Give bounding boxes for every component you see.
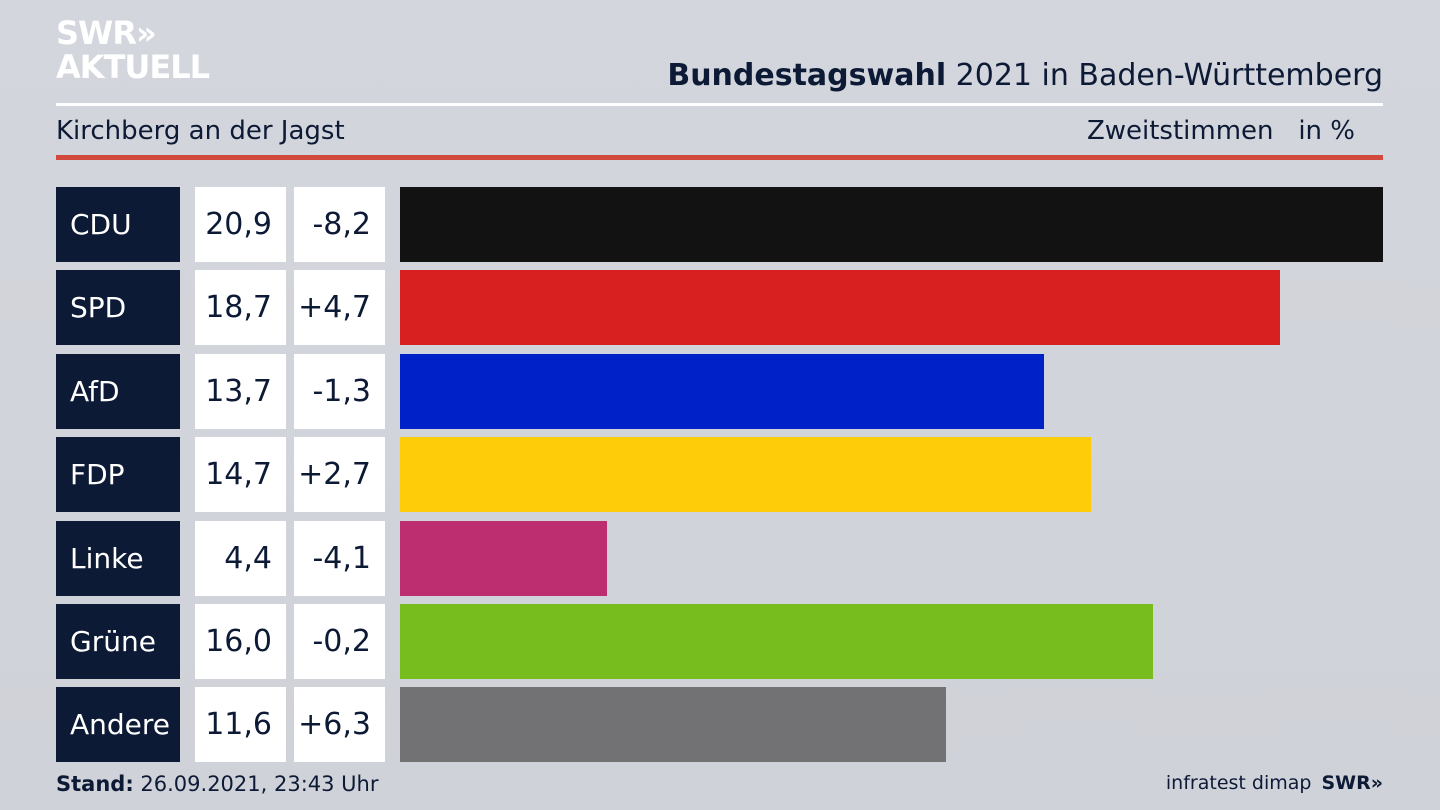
diff-label: +4,7 [294, 270, 385, 346]
measure: Zweitstimmen [1086, 116, 1274, 146]
bar-afd [400, 353, 1045, 429]
title-rest: 2021 in Baden-Württemberg [946, 58, 1383, 93]
swr-brand: SWR» [1321, 772, 1383, 794]
bar-row-afd: AfD 13,7 -1,3 [0, 353, 1440, 429]
bar-grüne [400, 604, 1153, 679]
party-label: Andere [56, 687, 180, 763]
bar-row-fdp: FDP 14,7 +2,7 [0, 437, 1440, 513]
bar-row-spd: SPD 18,7 +4,7 [0, 270, 1440, 346]
value-label: 16,0 [195, 604, 286, 679]
title-bold: Bundestagswahl [667, 58, 947, 93]
bar-spd [400, 270, 1280, 346]
value-label: 18,7 [195, 270, 286, 346]
diff-label: -1,3 [294, 353, 385, 429]
value-label: 14,7 [195, 437, 286, 513]
value-label: 13,7 [195, 353, 286, 429]
value-label: 20,9 [195, 187, 286, 262]
diff-label: -0,2 [294, 604, 385, 679]
stand-label: Stand: [56, 772, 134, 796]
accent-divider [56, 155, 1383, 160]
bar-andere [400, 687, 946, 763]
diff-label: -4,1 [294, 520, 385, 596]
logo-line1: SWR» [56, 14, 157, 52]
party-label: Grüne [56, 604, 180, 679]
divider [56, 103, 1383, 106]
bar-row-andere: Andere 11,6 +6,3 [0, 687, 1440, 763]
value-label: 4,4 [195, 520, 286, 596]
stand-value: 26.09.2021, 23:43 Uhr [133, 772, 379, 796]
logo-line2: AKTUELL [56, 48, 210, 86]
bar-linke [400, 520, 607, 596]
bar-row-cdu: CDU 20,9 -8,2 [0, 187, 1440, 262]
party-label: FDP [56, 437, 180, 513]
bar-cdu [400, 187, 1383, 262]
chart-title: Bundestagswahl 2021 in Baden-Württemberg [667, 58, 1383, 93]
source: infratest dimap SWR» [1166, 772, 1383, 794]
party-label: SPD [56, 270, 180, 346]
diff-label: -8,2 [294, 187, 385, 262]
bar-row-grüne: Grüne 16,0 -0,2 [0, 604, 1440, 679]
diff-label: +2,7 [294, 437, 385, 513]
party-label: Linke [56, 520, 180, 596]
value-label: 11,6 [195, 687, 286, 763]
unit: in % [1298, 116, 1355, 146]
party-label: CDU [56, 187, 180, 262]
timestamp: Stand: 26.09.2021, 23:43 Uhr [56, 772, 379, 796]
source-name: infratest dimap [1165, 772, 1312, 794]
measure-label: Zweitstimmen in % [1087, 116, 1355, 146]
bar-fdp [400, 437, 1092, 513]
party-label: AfD [56, 353, 180, 429]
region-name: Kirchberg an der Jagst [56, 116, 345, 146]
swr-aktuell-logo: SWR» AKTUELL [56, 14, 210, 86]
bar-row-linke: Linke 4,4 -4,1 [0, 520, 1440, 596]
diff-label: +6,3 [294, 687, 385, 763]
